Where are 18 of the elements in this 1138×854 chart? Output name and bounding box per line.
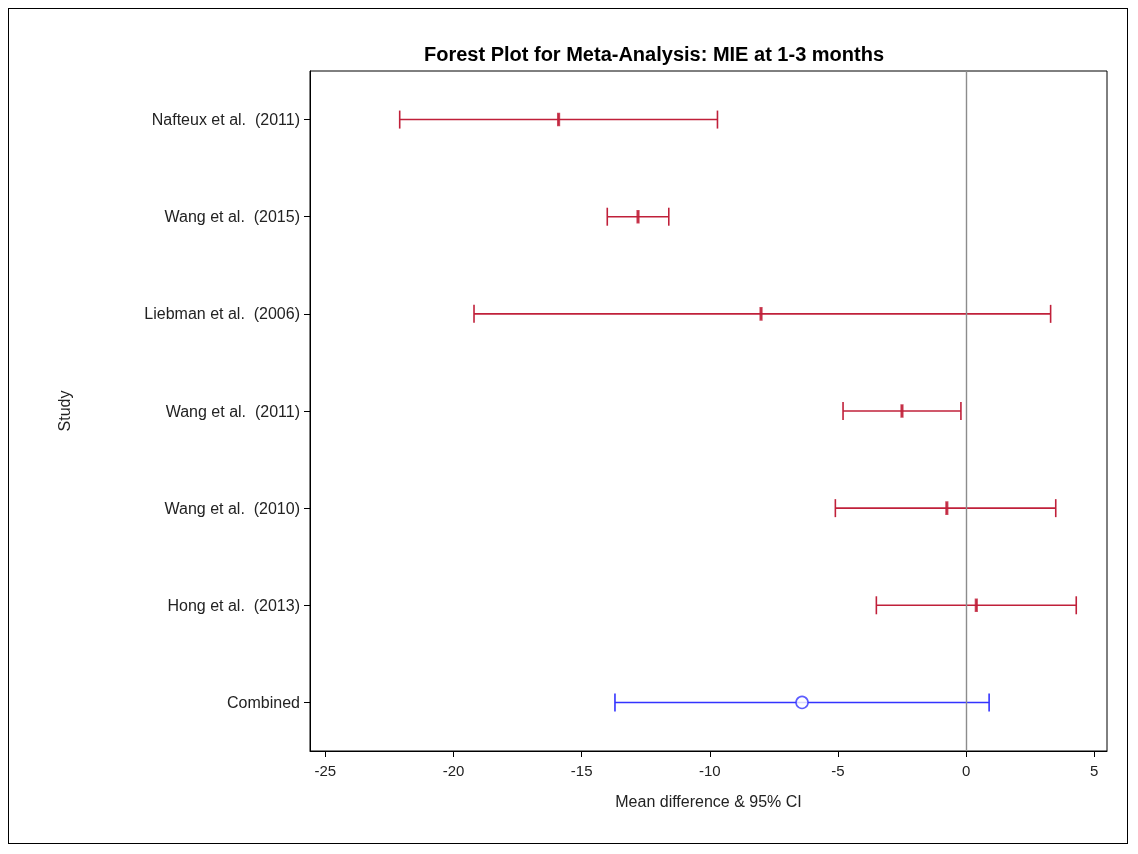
x-tick-label: 0 — [961, 762, 971, 779]
y-axis-title: Study — [55, 390, 73, 432]
y-tick-label: Wang et al. (2015) — [164, 208, 300, 226]
x-tick-label: -25 — [314, 762, 337, 779]
chart-title: Forest Plot for Meta-Analysis: MIE at 1-3 months — [423, 43, 885, 65]
y-tick-label: Wang et al. (2010) — [164, 499, 300, 517]
x-axis-title: Mean difference & 95% CI — [615, 792, 802, 810]
y-tick-label: Wang et al. (2011) — [165, 402, 300, 420]
x-tick-label: -15 — [570, 762, 593, 779]
x-tick-label: 5 — [1090, 762, 1099, 779]
y-tick-label: Combined — [227, 693, 300, 711]
x-tick-label: -10 — [698, 762, 721, 779]
y-tick-label: Liebman et al. (2006) — [144, 305, 300, 323]
y-tick-label: Hong et al. (2013) — [167, 596, 300, 614]
x-tick-label: -20 — [442, 762, 465, 779]
y-tick-label: Nafteux et al. (2011) — [151, 111, 300, 129]
x-tick-label: -5 — [831, 762, 845, 779]
point — [795, 695, 809, 710]
